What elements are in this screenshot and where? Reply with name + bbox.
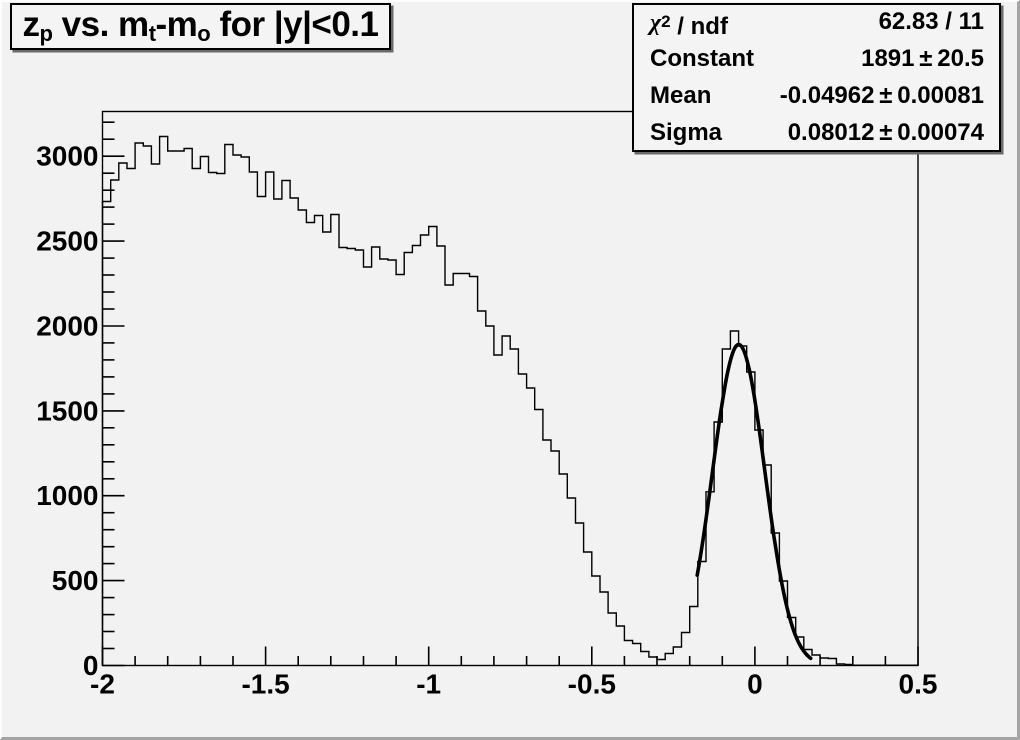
svg-text:1000: 1000 — [36, 480, 98, 511]
svg-text:0.5: 0.5 — [899, 669, 938, 700]
svg-text:0: 0 — [747, 669, 763, 700]
svg-text:-2: -2 — [90, 669, 115, 700]
svg-text:0: 0 — [83, 650, 99, 681]
svg-text:2500: 2500 — [36, 226, 98, 257]
svg-text:1500: 1500 — [36, 395, 98, 426]
svg-text:-0.5: -0.5 — [568, 669, 616, 700]
svg-text:500: 500 — [52, 565, 99, 596]
svg-text:3000: 3000 — [36, 141, 98, 172]
svg-text:-1.5: -1.5 — [241, 669, 289, 700]
svg-text:-1: -1 — [416, 669, 441, 700]
svg-text:2000: 2000 — [36, 311, 98, 342]
